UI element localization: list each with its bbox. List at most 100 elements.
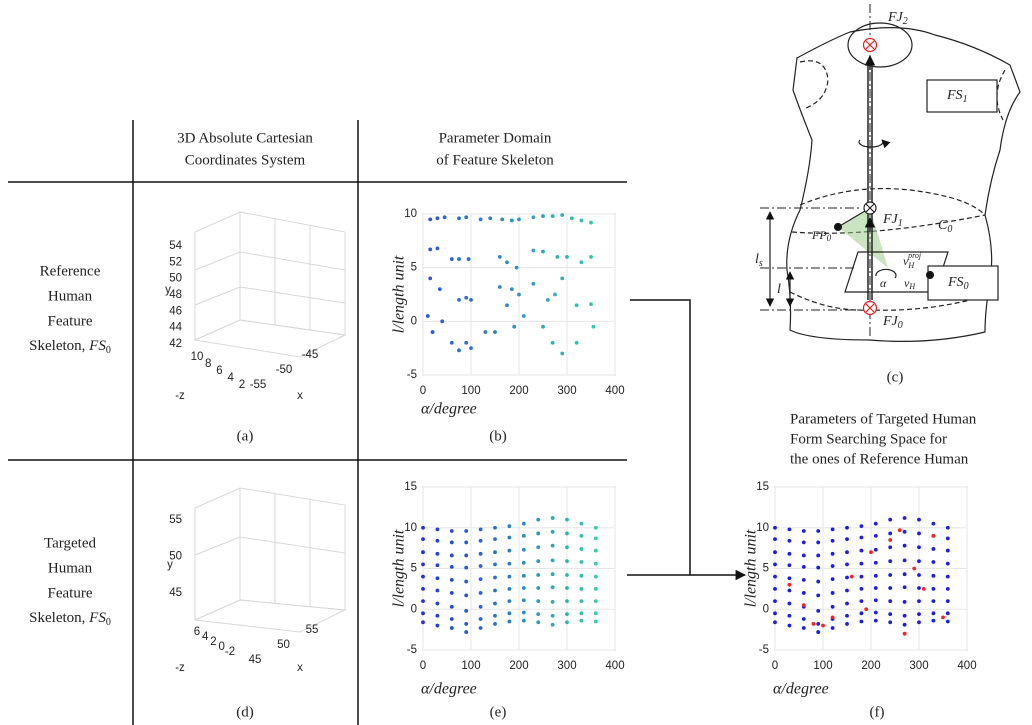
symbol-sub: 0 <box>106 345 111 356</box>
point <box>888 586 893 590</box>
header: of Feature Skeleton <box>436 152 554 168</box>
row-label: Skeleton, <box>29 610 89 626</box>
point <box>464 622 469 626</box>
point <box>579 618 584 623</box>
point <box>931 560 936 564</box>
point <box>421 611 425 616</box>
label-base: FP <box>811 228 827 242</box>
point <box>493 588 497 593</box>
row-label: Human <box>48 560 93 576</box>
label: FJ2 <box>887 10 908 27</box>
label: α <box>880 276 887 290</box>
point <box>816 540 821 545</box>
y-tick-label: 48 <box>169 289 182 301</box>
point <box>579 534 584 538</box>
point <box>553 292 557 297</box>
point <box>493 613 497 618</box>
point <box>845 575 849 580</box>
point <box>845 537 849 542</box>
point <box>873 618 878 623</box>
point <box>589 220 593 225</box>
point <box>435 576 440 581</box>
point <box>801 553 806 558</box>
point <box>591 324 596 329</box>
label: FP0 <box>811 228 832 243</box>
point <box>821 623 825 628</box>
y-tick-label: -5 <box>407 644 417 656</box>
point <box>421 574 425 579</box>
point <box>830 551 835 556</box>
point <box>541 324 545 329</box>
point <box>507 586 512 591</box>
x-tick-label: -45 <box>302 349 319 361</box>
point <box>902 585 907 590</box>
point <box>593 536 598 541</box>
x-tick-label: 0 <box>420 385 426 397</box>
y-tick-label: 5 <box>411 262 417 274</box>
wireframe-d <box>193 487 347 633</box>
point <box>845 562 849 567</box>
label: vH <box>904 276 916 291</box>
point <box>435 551 440 556</box>
point <box>888 538 893 542</box>
label-sub: 1 <box>898 218 903 229</box>
z-tick-label: 6 <box>216 365 222 377</box>
point <box>464 529 469 533</box>
x-tick-label: 400 <box>605 660 624 672</box>
point <box>565 531 569 536</box>
point <box>478 217 483 222</box>
x-axis-label: α/degree <box>773 681 829 698</box>
point <box>442 215 447 220</box>
point <box>787 582 792 587</box>
point <box>816 553 821 558</box>
point <box>435 246 440 251</box>
point <box>478 564 483 568</box>
x-tick-label: 200 <box>509 385 528 397</box>
point <box>536 545 541 550</box>
point <box>435 216 440 221</box>
x-tick-label: 400 <box>605 385 624 397</box>
point <box>435 588 440 593</box>
label: ls <box>755 252 763 269</box>
point <box>888 620 893 625</box>
x-tick-label: 400 <box>957 660 976 672</box>
point <box>801 578 806 582</box>
diagram-labels: FJ2 FS1 FJ1 C0 FP0 ls l vHproj α vH FS0 … <box>755 10 969 331</box>
caption: (c) <box>887 369 904 385</box>
z-tick-label: 0 <box>219 641 225 653</box>
point <box>550 572 555 577</box>
y-axis-label: l/length unit <box>743 529 760 607</box>
row-label: Feature <box>48 585 93 601</box>
point <box>550 613 555 618</box>
point <box>921 586 926 591</box>
point <box>428 247 433 252</box>
point <box>435 623 440 628</box>
point <box>888 599 893 603</box>
point <box>945 548 950 553</box>
point <box>507 548 512 553</box>
point <box>536 612 541 617</box>
point <box>579 599 584 603</box>
x-tick-label: 100 <box>461 385 480 397</box>
point <box>830 564 835 568</box>
point <box>873 598 878 603</box>
label-base: v <box>903 254 909 268</box>
point <box>507 524 512 529</box>
point <box>816 608 821 613</box>
point <box>521 560 526 565</box>
point <box>464 340 469 345</box>
point <box>550 516 555 520</box>
row-labels: Reference Human Feature Skeleton, FS0 Ta… <box>29 263 111 628</box>
label-sub: 0 <box>827 233 832 243</box>
label-base: FJ <box>882 212 899 227</box>
point <box>859 561 864 566</box>
point <box>593 599 598 603</box>
y-tick-label: 10 <box>404 208 417 220</box>
z-tick-label: -2 <box>225 646 235 658</box>
point <box>493 330 497 334</box>
point <box>931 521 936 526</box>
point <box>541 249 545 254</box>
x-tick-label: -50 <box>276 364 293 376</box>
point <box>421 550 425 555</box>
x-tick-label: 300 <box>557 660 576 672</box>
